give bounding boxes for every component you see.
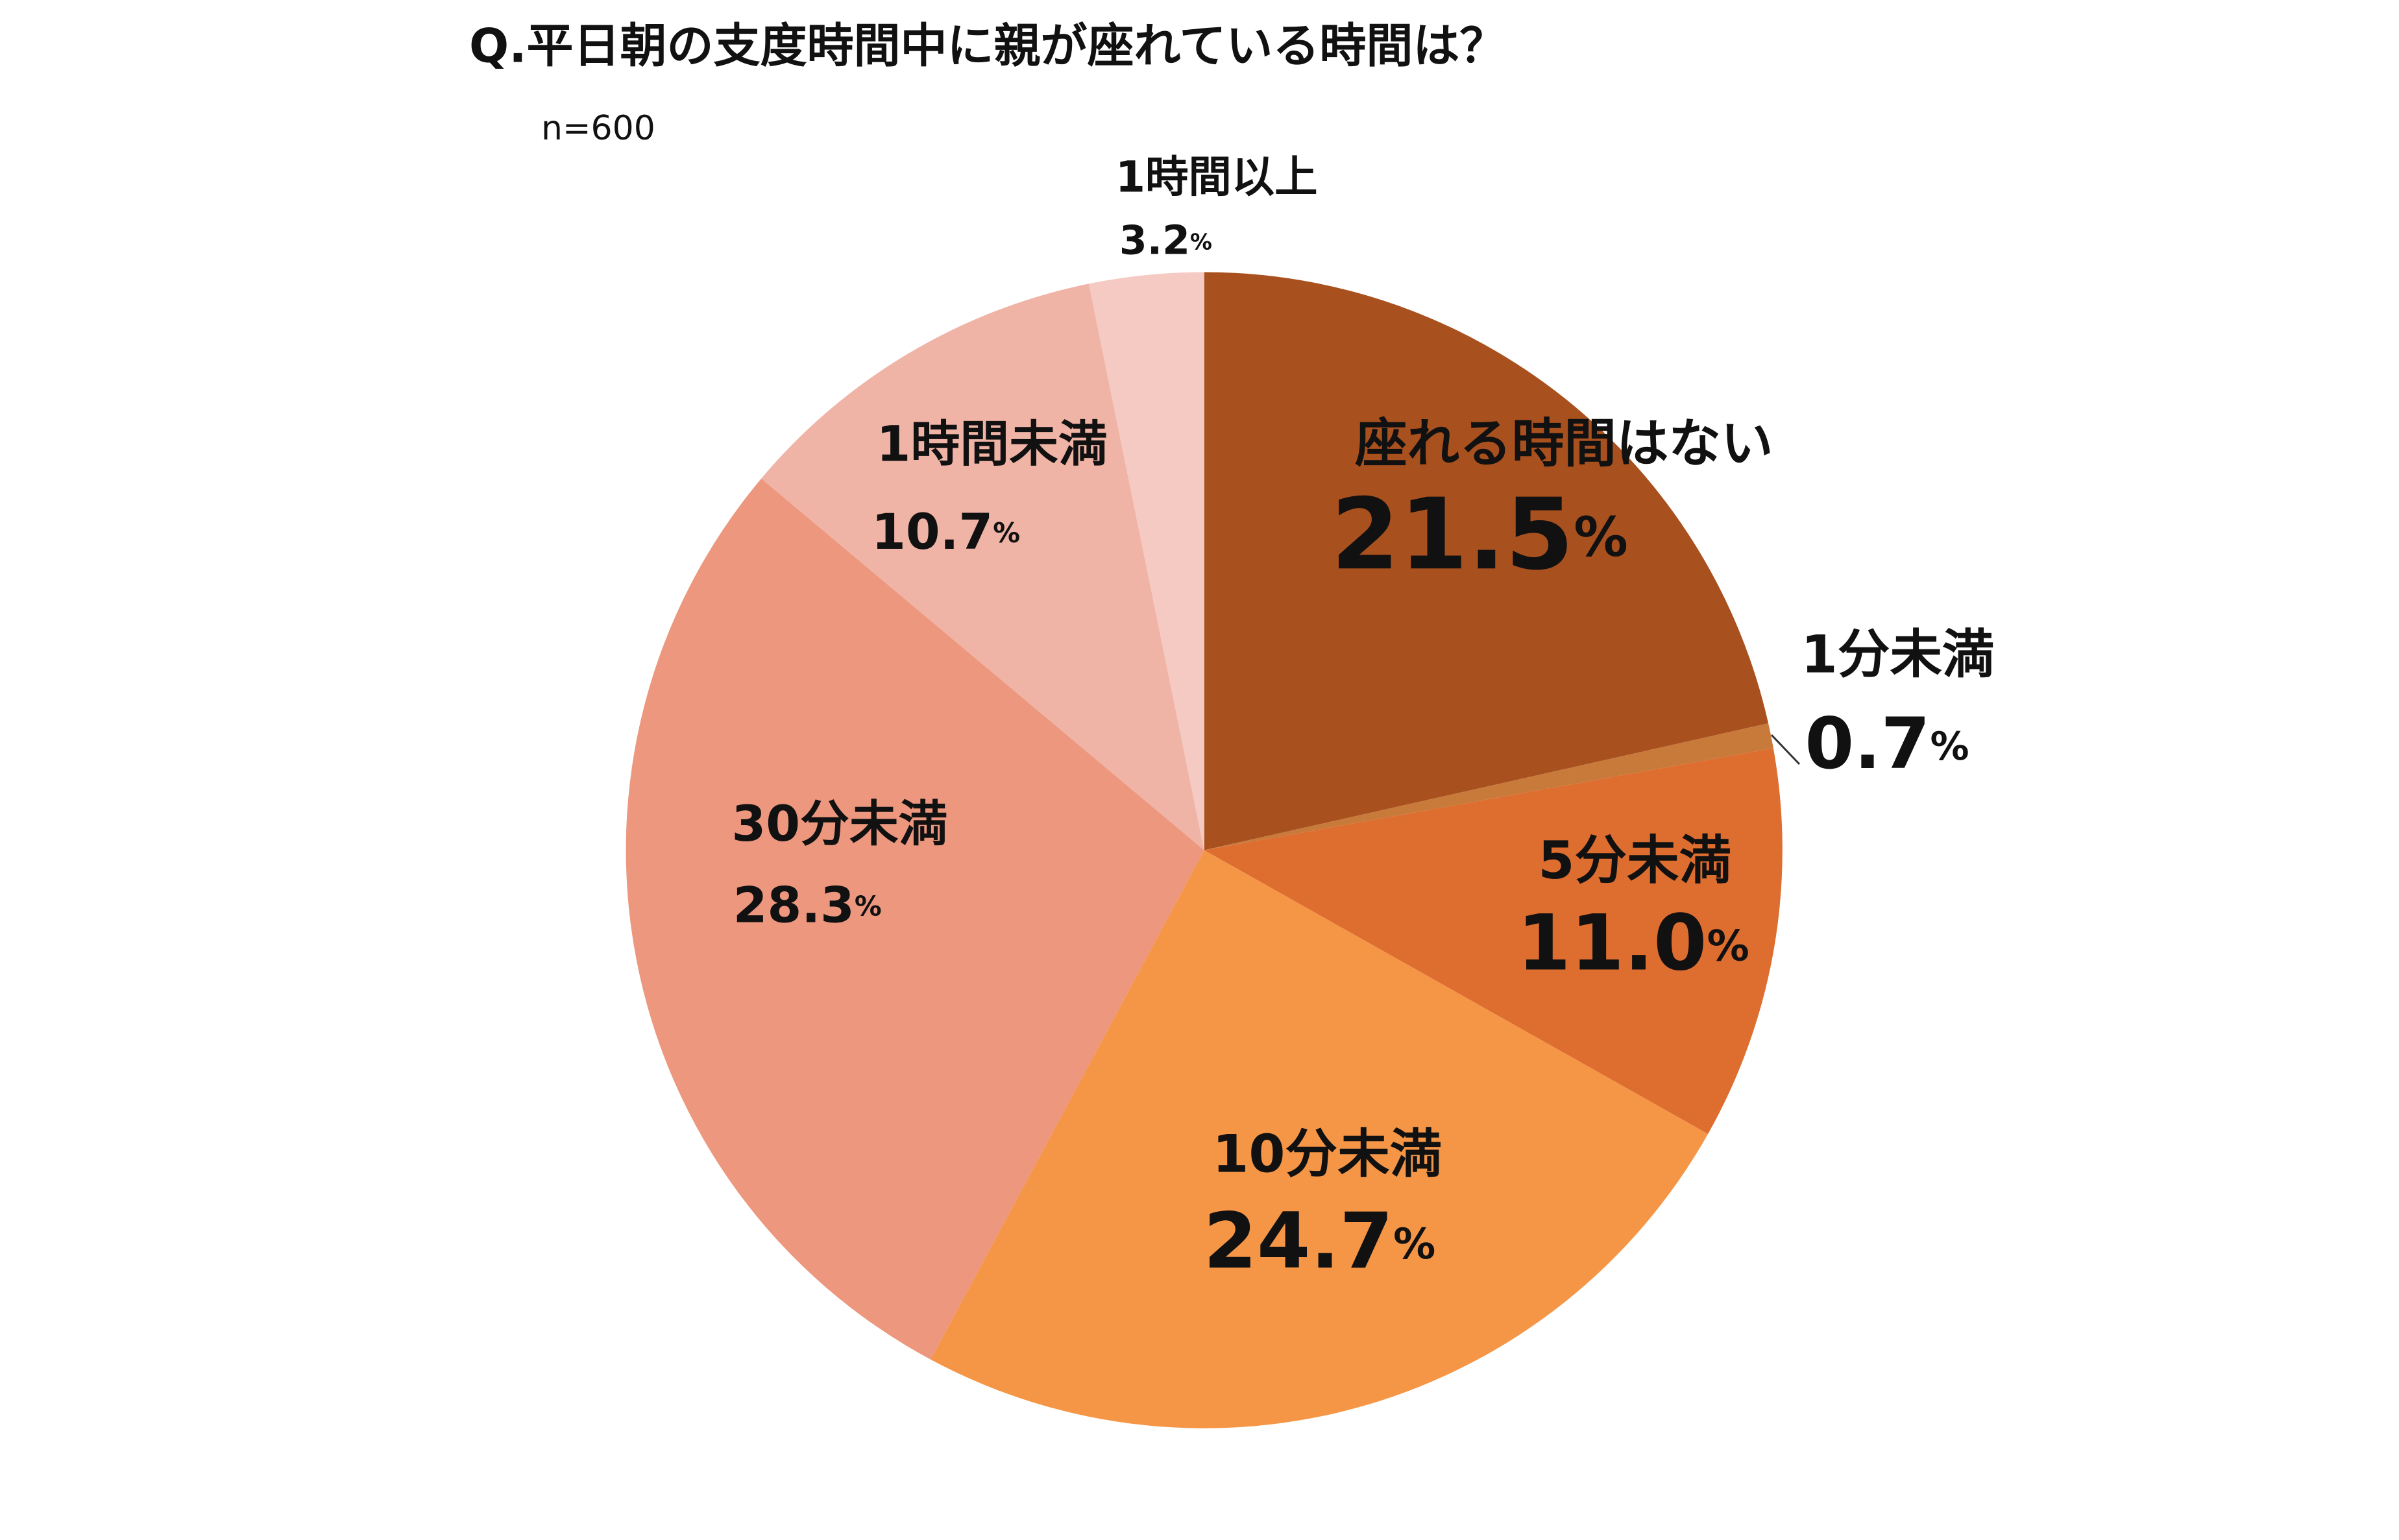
pie-slice bbox=[1204, 748, 1783, 1135]
value-label: 24.7% bbox=[1204, 1196, 1436, 1286]
slice-label: 5分未満 bbox=[1538, 830, 1731, 891]
pie-slice bbox=[1088, 272, 1204, 850]
value-label: 21.5% bbox=[1331, 477, 1628, 592]
slice-label: 1時間未満 bbox=[877, 416, 1108, 473]
value-label: 0.7% bbox=[1805, 703, 1969, 785]
slice-label: 30分未満 bbox=[732, 795, 948, 852]
slice-label: 1時間以上 bbox=[1115, 151, 1318, 202]
chart-subtitle: n=600 bbox=[541, 109, 655, 148]
value-label: 28.3% bbox=[733, 877, 882, 934]
pie-slice bbox=[1204, 723, 1773, 850]
slice-label: 10分未満 bbox=[1212, 1124, 1442, 1185]
pie-slice bbox=[761, 283, 1204, 850]
pie-slice bbox=[626, 478, 1204, 1360]
value-label: 3.2% bbox=[1119, 217, 1212, 264]
pie-slice bbox=[931, 850, 1709, 1428]
leader-line bbox=[1770, 734, 1801, 765]
value-label: 11.0% bbox=[1517, 898, 1749, 988]
slice-label: 座れる時間はない bbox=[1355, 414, 1773, 475]
value-label: 10.7% bbox=[871, 503, 1020, 560]
chart-title: Q.平日朝の支度時間中に親が座れている時間は？ bbox=[469, 19, 1506, 73]
slice-label: 1分未満 bbox=[1801, 624, 1995, 685]
pie-slice bbox=[1204, 272, 1769, 850]
